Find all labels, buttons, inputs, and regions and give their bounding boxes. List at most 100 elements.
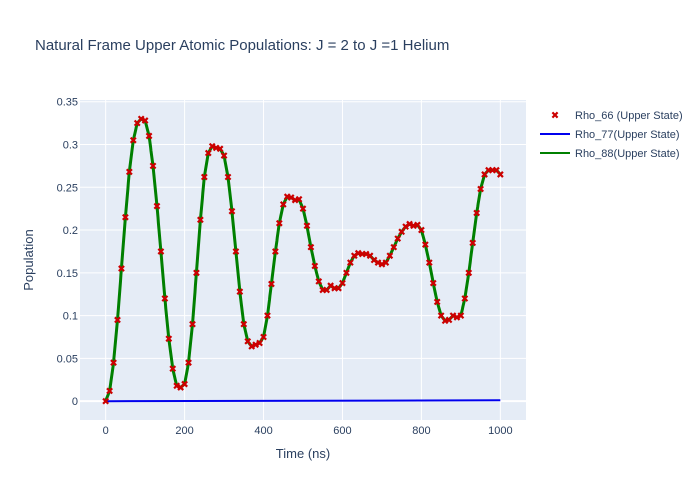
data-point bbox=[181, 380, 188, 388]
y-tick-labels: 0 0.05 0.1 0.15 0.2 0.25 0.3 0.35 bbox=[57, 97, 78, 408]
data-point bbox=[343, 269, 350, 277]
x-tick-labels: 0 200 400 600 800 1000 bbox=[103, 425, 513, 437]
x-tick-label: 600 bbox=[333, 425, 351, 437]
data-point bbox=[260, 333, 267, 341]
y-tick-label: 0 bbox=[72, 396, 78, 408]
data-point bbox=[315, 278, 323, 285]
data-point bbox=[335, 284, 342, 292]
data-point bbox=[437, 312, 445, 319]
data-point bbox=[386, 252, 394, 260]
data-point bbox=[220, 152, 228, 159]
data-point bbox=[252, 341, 260, 349]
data-point bbox=[157, 248, 165, 255]
series-line bbox=[105, 399, 501, 403]
data-point bbox=[173, 382, 181, 390]
x-tick-label: 400 bbox=[254, 425, 272, 437]
data-point bbox=[161, 295, 169, 302]
data-point bbox=[256, 339, 263, 347]
data-point bbox=[477, 185, 484, 193]
data-point bbox=[275, 219, 283, 227]
x-tick-label: 200 bbox=[175, 425, 193, 437]
y-tick-label: 0.35 bbox=[57, 97, 78, 109]
data-point bbox=[346, 259, 354, 266]
data-point bbox=[453, 313, 461, 321]
data-point bbox=[374, 259, 382, 266]
data-point bbox=[311, 262, 319, 270]
plot-background bbox=[80, 100, 526, 420]
data-point bbox=[224, 173, 232, 181]
data-point bbox=[425, 259, 433, 266]
legend-item[interactable]: Rho_77(Upper State) bbox=[540, 129, 680, 141]
data-point bbox=[469, 239, 477, 247]
data-point bbox=[378, 260, 386, 268]
y-axis-title: Population bbox=[21, 229, 36, 290]
data-point bbox=[141, 117, 149, 124]
data-point bbox=[362, 250, 370, 258]
data-point bbox=[394, 235, 402, 242]
data-point bbox=[169, 365, 177, 373]
data-point bbox=[125, 168, 133, 176]
data-point bbox=[200, 173, 208, 181]
data-point bbox=[193, 269, 200, 277]
data-point bbox=[149, 162, 157, 170]
data-point bbox=[228, 207, 236, 215]
x-tick-label: 800 bbox=[412, 425, 430, 437]
legend-item[interactable]: Rho_88(Upper State) bbox=[540, 148, 680, 160]
data-point bbox=[473, 209, 481, 217]
data-point bbox=[299, 205, 307, 213]
data-point bbox=[295, 195, 303, 203]
data-point bbox=[390, 243, 398, 251]
data-point bbox=[457, 312, 465, 319]
data-point bbox=[204, 149, 212, 157]
data-point bbox=[414, 221, 421, 229]
y-tick-label: 0.3 bbox=[63, 139, 78, 151]
legend-label: Rho_66 (Upper State) bbox=[575, 110, 683, 122]
data-point bbox=[240, 320, 248, 328]
data-point bbox=[145, 132, 153, 140]
legend-label: Rho_88(Upper State) bbox=[575, 148, 680, 160]
legend-item[interactable]: Rho_66 (Upper State) bbox=[551, 110, 683, 122]
y-tick-label: 0.25 bbox=[57, 182, 78, 194]
data-point bbox=[406, 220, 413, 228]
data-point bbox=[465, 269, 473, 277]
x-axis-title: Time (ns) bbox=[276, 446, 330, 461]
y-tick-label: 0.15 bbox=[57, 268, 78, 280]
series-layer bbox=[102, 115, 504, 405]
data-point bbox=[433, 298, 441, 306]
data-point bbox=[216, 145, 224, 153]
data-point bbox=[398, 228, 406, 236]
data-point bbox=[153, 202, 161, 210]
data-point bbox=[421, 241, 429, 248]
data-point bbox=[244, 337, 252, 345]
data-point bbox=[271, 248, 279, 255]
legend[interactable]: Rho_66 (Upper State) Rho_77(Upper State) R… bbox=[540, 110, 683, 160]
data-point bbox=[137, 115, 145, 123]
data-point bbox=[236, 288, 244, 296]
data-point bbox=[307, 243, 315, 251]
y-tick-label: 0.1 bbox=[63, 311, 78, 323]
chart-title: Natural Frame Upper Atomic Populations: … bbox=[35, 37, 449, 54]
data-point bbox=[114, 316, 121, 324]
data-point bbox=[122, 213, 129, 221]
data-point bbox=[449, 312, 457, 319]
data-point bbox=[165, 335, 173, 343]
x-tick-label: 0 bbox=[103, 425, 109, 437]
data-point bbox=[106, 387, 113, 395]
data-point bbox=[279, 201, 287, 208]
data-point bbox=[461, 295, 469, 302]
data-point bbox=[232, 248, 240, 255]
data-point bbox=[382, 259, 390, 266]
data-point bbox=[118, 265, 125, 272]
x-tick-label: 1000 bbox=[488, 425, 512, 437]
data-point bbox=[197, 216, 204, 224]
y-tick-label: 0.05 bbox=[57, 353, 78, 365]
data-point bbox=[185, 359, 192, 367]
data-point bbox=[102, 397, 110, 405]
data-point bbox=[129, 136, 137, 144]
data-point bbox=[208, 142, 216, 150]
data-point bbox=[264, 312, 271, 319]
data-point bbox=[248, 343, 256, 350]
data-point bbox=[339, 279, 346, 287]
data-point bbox=[429, 279, 437, 287]
data-point bbox=[496, 171, 504, 178]
